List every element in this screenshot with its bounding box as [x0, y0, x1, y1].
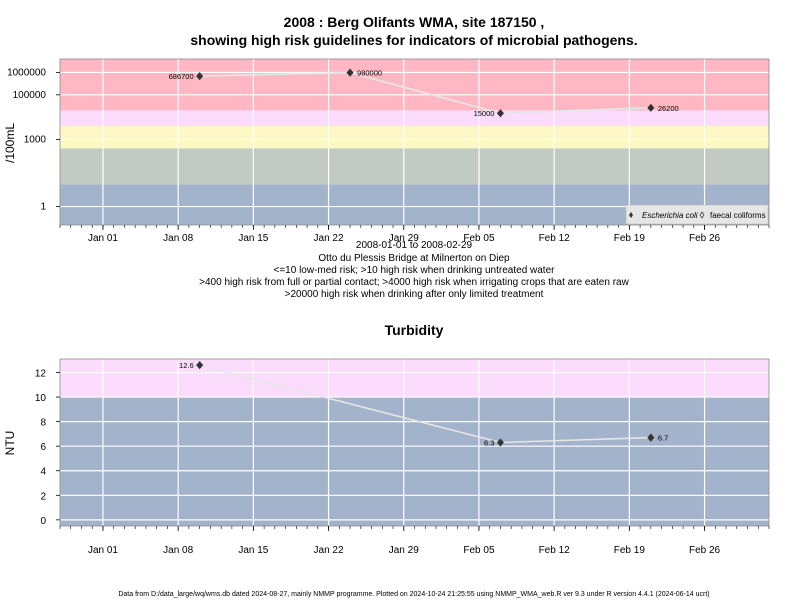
microbial-y-axis-label: /100mL: [3, 123, 17, 163]
turbidity-x-tick-label: Feb 26: [689, 545, 721, 556]
turbidity-risk-band-1: [60, 359, 769, 398]
turbidity-data-point: [496, 438, 504, 447]
microbial-data-label: 686700: [169, 72, 194, 81]
microbial-x-tick-label: Feb 05: [463, 233, 495, 244]
microbial-x-tick-label: Jan 22: [314, 233, 344, 244]
microbial-y-tick-label: 1: [40, 202, 46, 213]
microbial-risk-band-4: [60, 59, 769, 111]
microbial-data-point: [196, 71, 204, 81]
microbial-panel: 686700 980000 15000 26200: [59, 58, 770, 226]
footer-source: Data from D:/data_large/wq/wms.db dated …: [118, 591, 709, 598]
note-site: Otto du Plessis Bridge at Milnerton on D…: [318, 253, 510, 264]
legend-ecoli-marker-icon: [629, 212, 633, 218]
turbidity-data-label: 12.6: [179, 361, 194, 370]
microbial-x-tick-label: Jan 08: [163, 233, 193, 244]
microbial-y-tick-label: 1000: [24, 135, 47, 146]
legend-faecal-marker-icon: [699, 211, 705, 219]
microbial-data-label: 15000: [474, 109, 495, 118]
turbidity-y-tick-label: 6: [40, 442, 46, 453]
microbial-risk-band-3: [60, 110, 769, 127]
microbial-x-tick-label: Feb 12: [539, 233, 571, 244]
chart-title-line1: 2008 : Berg Olifants WMA, site 187150 ,: [284, 14, 545, 30]
note-risk-contact: >400 high risk from full or partial cont…: [199, 277, 629, 288]
turbidity-data-label: 6.7: [658, 434, 668, 443]
note-risk-drinking: <=10 low-med risk; >10 high risk when dr…: [274, 265, 556, 276]
microbial-data-label: 980000: [357, 69, 382, 78]
microbial-x-tick-label: Jan 15: [238, 233, 268, 244]
chart-title-line2: showing high risk guidelines for indicat…: [190, 32, 637, 48]
microbial-x-axis: Jan 01 Jan 08 Jan 15 Jan 22 Jan 29 Feb 05 Feb …: [59, 225, 770, 244]
turbidity-x-tick-label: Feb 19: [614, 545, 646, 556]
microbial-data-label: 26200: [658, 104, 679, 113]
microbial-y-axis: 1 1000 100000 1000000: [7, 67, 60, 213]
turbidity-y-tick-label: 2: [40, 491, 46, 502]
turbidity-x-tick-label: Feb 05: [463, 545, 495, 556]
turbidity-data-point: [647, 433, 655, 442]
legend-ecoli-label: Escherichia coli: [642, 211, 698, 220]
turbidity-x-tick-label: Feb 12: [539, 545, 571, 556]
turbidity-y-tick-label: 10: [35, 393, 47, 404]
turbidity-x-tick-label: Jan 15: [238, 545, 268, 556]
microbial-x-tick-label: Feb 19: [614, 233, 646, 244]
turbidity-x-tick-label: Jan 29: [389, 545, 419, 556]
microbial-series-line: [199, 71, 651, 115]
turbidity-y-tick-label: 12: [35, 369, 47, 380]
microbial-risk-band-1: [60, 148, 769, 185]
microbial-x-tick-label: Jan 01: [88, 233, 118, 244]
turbidity-x-tick-label: Jan 08: [163, 545, 193, 556]
turbidity-y-axis-label: NTU: [3, 431, 17, 456]
microbial-risk-band-2: [60, 126, 769, 149]
microbial-y-tick-label: 100000: [13, 90, 47, 101]
microbial-data-point: [496, 109, 504, 118]
legend: Escherichia coli faecal coliforms: [625, 204, 769, 225]
note-risk-treatment: >20000 high risk when drinking after onl…: [285, 289, 544, 300]
turbidity-data-label: 6.3: [484, 439, 494, 448]
turbidity-x-tick-label: Jan 01: [88, 545, 118, 556]
microbial-data-point: [346, 68, 354, 77]
microbial-x-tick-label: Jan 29: [389, 233, 419, 244]
turbidity-y-tick-label: 0: [40, 516, 46, 527]
turbidity-x-axis: Jan 01 Jan 08 Jan 15 Jan 22 Jan 29 Feb 05 Feb …: [59, 526, 770, 556]
microbial-y-tick-label: 1000000: [7, 67, 46, 78]
note-date-range: 2008-01-01 to 2008-02-29: [356, 240, 473, 251]
turbidity-y-axis: 0 2 4 6 8 10 12: [35, 369, 60, 527]
turbidity-title: Turbidity: [385, 322, 444, 338]
legend-faecal-label: faecal coliforms: [710, 211, 766, 220]
turbidity-risk-band-0: [60, 397, 769, 526]
turbidity-y-tick-label: 4: [40, 467, 46, 478]
turbidity-data-point: [196, 361, 204, 370]
turbidity-x-tick-label: Jan 22: [314, 545, 344, 556]
turbidity-panel: 12.6 6.3 6.7: [59, 358, 770, 527]
microbial-data-point: [647, 103, 655, 112]
microbial-x-tick-label: Feb 26: [689, 233, 721, 244]
turbidity-y-tick-label: 8: [40, 418, 46, 429]
